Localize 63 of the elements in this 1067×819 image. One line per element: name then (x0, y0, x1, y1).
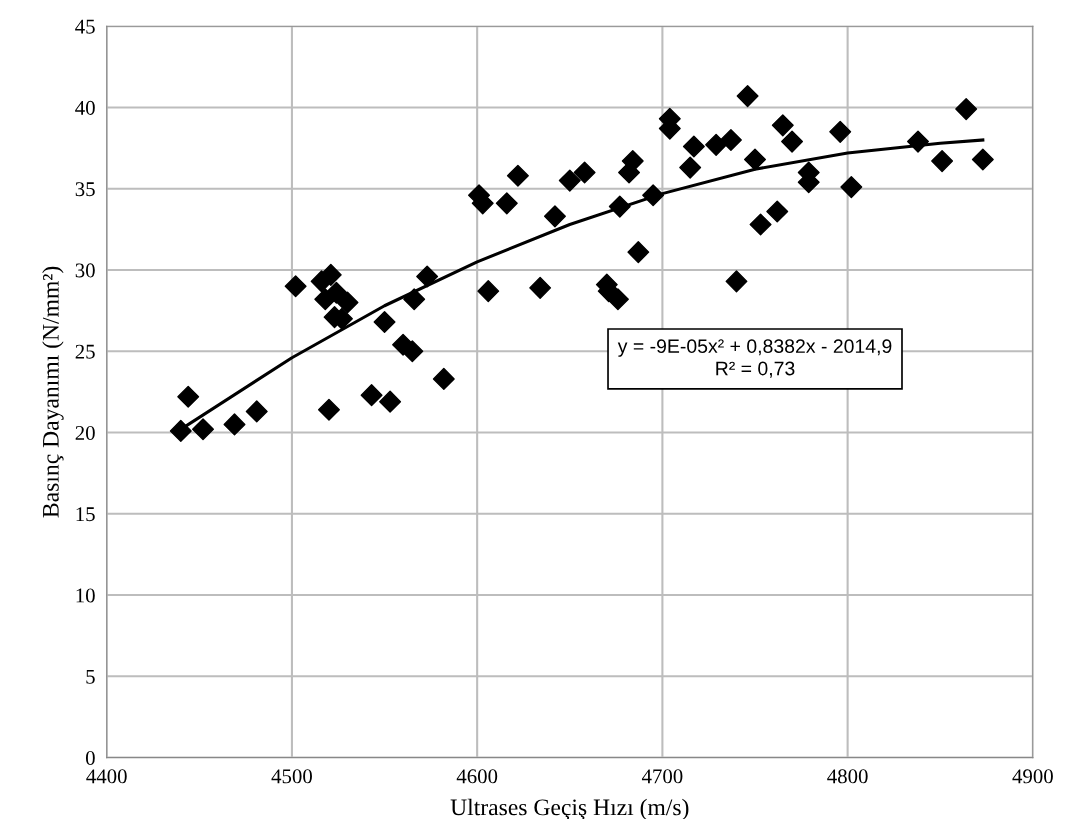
point (192, 418, 215, 441)
point (608, 195, 631, 218)
point (766, 200, 789, 223)
y-tick-label: 20 (75, 425, 95, 440)
point (744, 148, 767, 171)
point (325, 281, 348, 304)
point (627, 241, 650, 264)
point (558, 169, 581, 192)
y-tick-label: 0 (85, 750, 95, 766)
point (245, 400, 268, 423)
point (682, 135, 705, 158)
point (477, 280, 500, 303)
y-tick-label: 25 (75, 344, 95, 359)
point (379, 390, 402, 413)
point (840, 176, 863, 199)
point (679, 156, 702, 179)
point (829, 120, 852, 143)
point (284, 275, 307, 298)
y-tick-label: 35 (75, 182, 95, 197)
y-tick-label: 5 (86, 669, 95, 684)
y-tick-label: 15 (76, 507, 95, 522)
point (573, 161, 596, 184)
x-tick-label: 4700 (641, 769, 683, 784)
x-tick-label: 4400 (86, 769, 127, 784)
point (223, 413, 246, 436)
point (529, 276, 552, 299)
point (931, 150, 954, 173)
y-tick-label: 30 (75, 263, 95, 278)
point (317, 398, 340, 421)
point (373, 311, 396, 334)
point (543, 205, 566, 228)
point (360, 384, 383, 407)
x-tick-label: 4500 (271, 769, 312, 784)
point (606, 288, 629, 311)
point (771, 114, 794, 137)
x-tick-label: 4800 (827, 769, 868, 784)
point (736, 85, 759, 108)
point (403, 288, 426, 311)
point (719, 128, 742, 151)
point (177, 385, 200, 408)
point (907, 130, 930, 153)
point (416, 265, 439, 288)
x-tick-label: 4600 (456, 769, 498, 784)
point (506, 164, 529, 187)
y-tick-label: 40 (75, 100, 95, 115)
annotation: R² = 0,73 (716, 361, 795, 378)
point (495, 192, 518, 215)
y-axis-title: Basınç Dayanımı (N/mm²) (42, 266, 64, 518)
point (336, 291, 359, 314)
point (955, 98, 978, 121)
point (169, 419, 192, 442)
x-tick-label: 4900 (1012, 769, 1053, 784)
point (705, 133, 728, 156)
point (971, 148, 994, 171)
annotation: y = -9E-05x² + 0,8382x - 2014,9 (617, 339, 892, 357)
y-tick-label: 45 (75, 19, 95, 34)
point (432, 367, 455, 390)
point (781, 130, 804, 153)
point (725, 270, 748, 293)
point (642, 184, 665, 207)
point (401, 340, 424, 363)
y-tick-label: 10 (76, 588, 95, 603)
point (749, 213, 772, 236)
